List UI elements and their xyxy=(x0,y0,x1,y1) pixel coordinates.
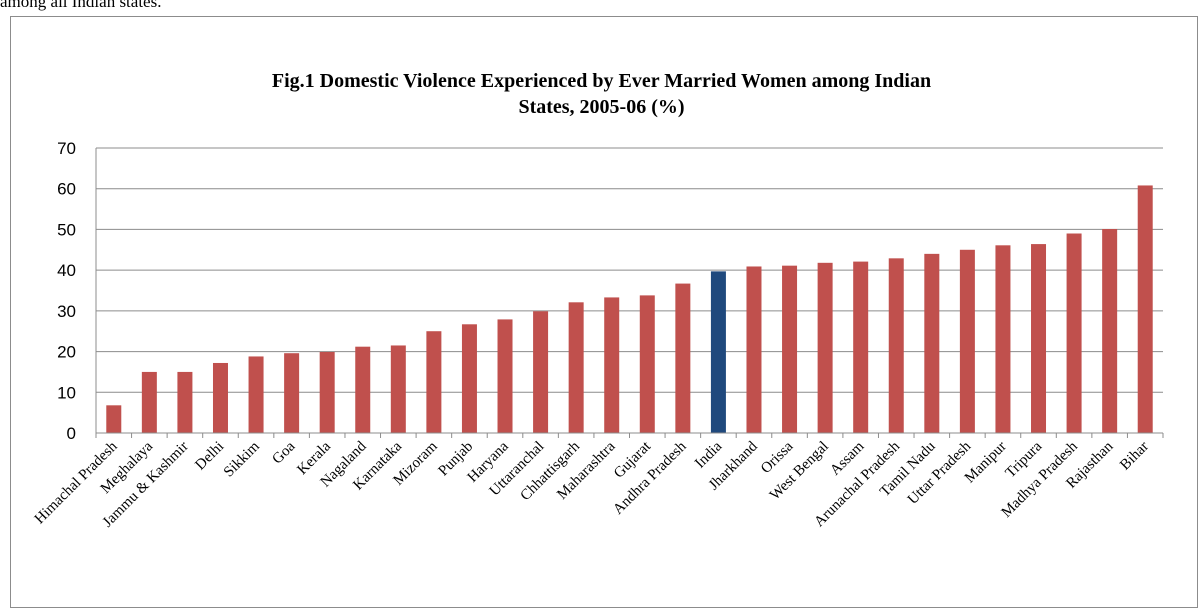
bar xyxy=(568,302,584,433)
bar xyxy=(248,356,264,433)
bar xyxy=(1137,185,1153,433)
bar xyxy=(1066,233,1082,433)
bar xyxy=(924,253,940,433)
bar xyxy=(639,295,655,433)
x-tick-label: Bihar xyxy=(1117,439,1152,474)
bar xyxy=(817,262,833,433)
y-tick-label: 30 xyxy=(57,302,76,321)
y-tick-label: 50 xyxy=(57,220,76,239)
bar xyxy=(284,353,300,433)
bar xyxy=(533,311,549,433)
bar xyxy=(675,283,691,433)
y-tick-label: 60 xyxy=(57,180,76,199)
bar xyxy=(995,245,1011,433)
bar xyxy=(782,265,798,433)
y-tick-label: 10 xyxy=(57,383,76,402)
y-tick-label: 20 xyxy=(57,343,76,362)
y-tick-label: 0 xyxy=(67,424,76,443)
bar xyxy=(746,266,762,433)
chart-title: Fig.1 Domestic Violence Experienced by E… xyxy=(0,68,1203,120)
bar xyxy=(888,258,904,433)
bar xyxy=(604,297,620,433)
document-body-text: among all Indian states. xyxy=(0,0,162,11)
y-tick-label: 40 xyxy=(57,261,76,280)
bar xyxy=(426,331,442,433)
bar xyxy=(212,362,228,433)
bar xyxy=(853,261,869,433)
bar xyxy=(959,249,975,433)
chart-title-line-2: States, 2005-06 (%) xyxy=(518,96,685,118)
bar xyxy=(710,271,726,433)
bar xyxy=(1031,244,1047,433)
y-tick-label: 70 xyxy=(57,139,76,158)
bar xyxy=(177,371,193,433)
bar xyxy=(461,324,477,433)
x-tick-label: Sikkim xyxy=(221,438,263,480)
bar xyxy=(1102,229,1118,433)
bar xyxy=(390,345,406,433)
bar xyxy=(355,346,371,433)
bar xyxy=(106,405,122,433)
bar xyxy=(141,371,157,433)
chart-title-line-1: Fig.1 Domestic Violence Experienced by E… xyxy=(271,70,932,92)
x-tick-label: Goa xyxy=(269,438,298,467)
bar xyxy=(497,319,513,433)
bar xyxy=(319,351,335,433)
